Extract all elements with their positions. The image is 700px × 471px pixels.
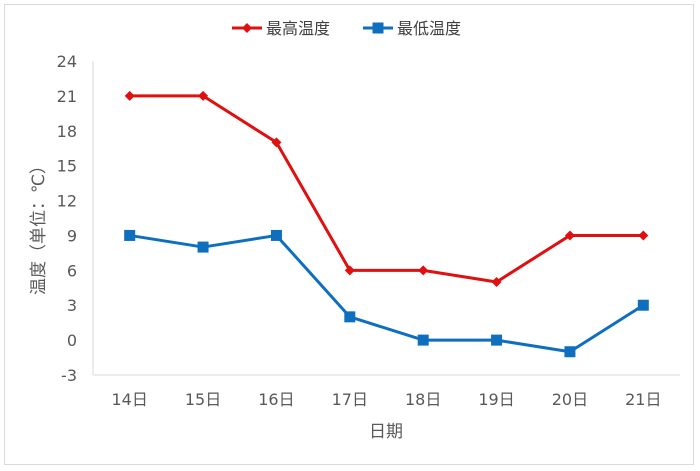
legend-marker [372,22,384,34]
data-point [344,311,356,323]
y-tick-label: 24 [57,52,77,71]
x-tick-label: 16日 [258,390,294,409]
data-point [124,90,135,101]
y-tick-label: 0 [67,331,77,350]
legend-label: 最高温度 [266,19,330,38]
x-tick-label: 19日 [478,390,514,409]
x-tick-label: 18日 [405,390,441,409]
data-point [638,230,649,241]
data-point [418,265,429,276]
series-2 [124,229,649,358]
y-tick-label: 9 [67,226,77,245]
data-point [417,334,429,346]
series-line [129,94,644,284]
legend-label: 最低温度 [397,19,461,38]
y-tick-label: 6 [67,261,77,280]
data-point [198,90,209,101]
legend-marker [242,23,252,33]
legend: 最高温度 最低温度 [232,19,461,38]
data-point [271,137,282,148]
x-axis-title: 日期 [369,422,403,442]
series-line [129,233,645,354]
data-point [124,229,136,241]
data-point [564,230,575,241]
data-point [270,229,282,241]
legend-item-1: 最高温度 [232,19,330,38]
x-tick-label: 20日 [552,390,588,409]
y-tick-label: 12 [57,192,77,211]
x-tick-label: 17日 [332,390,368,409]
legend-item-2: 最低温度 [363,19,461,38]
series-1 [124,90,649,287]
y-axis-title: 温度（单位：℃） [29,157,49,295]
data-point [564,346,576,358]
data-point [491,276,502,287]
data-point [344,265,355,276]
data-point [491,334,503,346]
data-point [197,241,209,253]
y-tick-label: 3 [67,296,77,315]
x-tick-label: 21日 [625,390,661,409]
data-point [637,299,649,311]
y-tick-label: 18 [57,122,77,141]
x-tick-label: 14日 [112,390,148,409]
y-tick-label: 21 [57,87,77,106]
axes: -3 0 3 6 9 12 15 18 21 24 14日 15日 16日 17日 18日 19日 20日 21日 [57,52,680,409]
y-tick-label: -3 [61,366,77,385]
series-layer [124,90,649,358]
y-tick-label: 15 [57,157,77,176]
x-tick-label: 15日 [185,390,221,409]
